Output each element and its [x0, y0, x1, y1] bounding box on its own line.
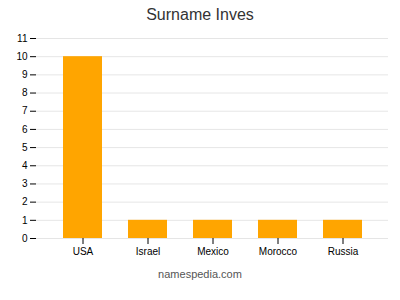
svg-text:11: 11	[17, 33, 28, 44]
html-text:Surname Inves: Surname Inves	[146, 6, 254, 23]
svg-text:3: 3	[22, 178, 28, 189]
html-text:namespedia.com: namespedia.com	[158, 268, 242, 280]
svg-text:USA: USA	[73, 246, 94, 257]
svg-text:0: 0	[22, 233, 28, 244]
svg-text:8: 8	[22, 87, 28, 98]
svg-text:2: 2	[22, 196, 28, 207]
svg-text:6: 6	[22, 124, 28, 135]
svg-text:Israel: Israel	[136, 246, 160, 257]
svg-text:10: 10	[16, 51, 28, 62]
svg-text:5: 5	[22, 142, 28, 153]
svg-text:4: 4	[22, 160, 28, 171]
svg-text:Morocco: Morocco	[259, 246, 298, 257]
svg-text:Mexico: Mexico	[197, 246, 229, 257]
svg-text:9: 9	[22, 69, 28, 80]
svg-text:1: 1	[22, 215, 28, 226]
svg-text:Russia: Russia	[328, 246, 359, 257]
svg-text:7: 7	[22, 105, 28, 116]
